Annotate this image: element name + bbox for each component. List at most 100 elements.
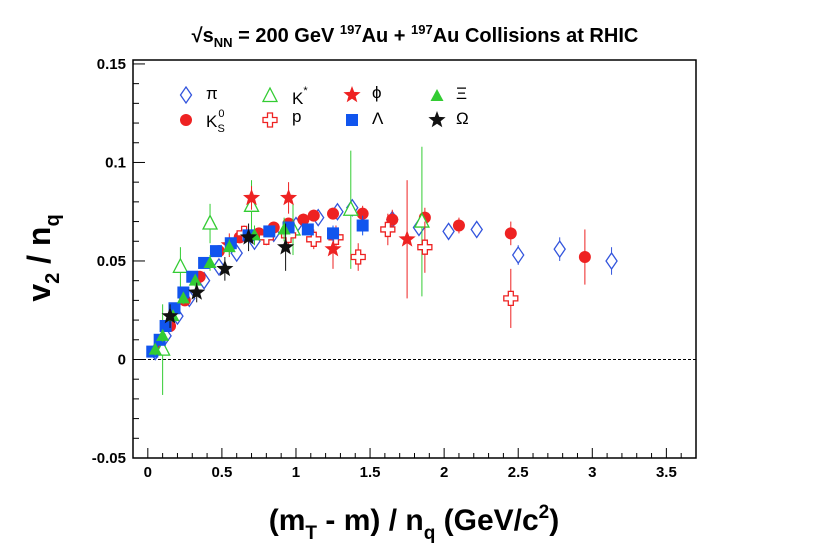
series-Omega: [161, 223, 295, 328]
point-Xi: [176, 291, 190, 304]
xlabel-part2: - m) / n: [317, 504, 424, 537]
legend-marker-p: [262, 112, 278, 128]
legend-label-k0s-main: K: [206, 112, 218, 131]
legend-marker-k0s: [180, 114, 192, 126]
point-Omega: [277, 238, 295, 255]
point-pi: [442, 222, 455, 241]
title-s: s: [203, 25, 214, 47]
y-tick-label: -0.05: [92, 450, 126, 467]
legend-label-k0s: K0 S: [206, 108, 225, 135]
ylabel-mid: / n: [21, 227, 57, 273]
legend-item-phi: ϕ: [343, 83, 382, 103]
legend-label-kstar-sup: *: [303, 85, 308, 97]
point-Xi: [148, 342, 162, 355]
y-tick-label: 0.05: [97, 253, 126, 270]
legend-label-omega: Ω: [456, 109, 469, 128]
x-axis-label: (mT - m) / nq (GeV/c2): [269, 502, 560, 544]
point-pi: [553, 240, 566, 259]
legend-marker-phi: [343, 86, 361, 103]
legend-marker-pi: [179, 85, 193, 105]
ylabel-sub2: q: [42, 214, 64, 226]
point-Kstar: [342, 200, 359, 216]
point-K0S: [307, 209, 320, 222]
y-tick-label: 0: [118, 351, 126, 368]
point-Lambda: [327, 227, 340, 240]
title-mass-number: 197: [340, 22, 362, 37]
point-Lambda: [209, 245, 222, 258]
point-K0S: [578, 251, 591, 264]
ylabel-main: v: [21, 284, 57, 302]
xlabel-sup: 2: [539, 502, 550, 523]
point-Lambda: [263, 225, 276, 238]
legend-item-kstar: K*: [261, 85, 308, 108]
point-p: [503, 290, 519, 307]
legend-symbol-Lambda: [346, 114, 358, 126]
point-Omega: [216, 259, 234, 277]
legend-marker-kstar: [261, 86, 279, 103]
legend-item-p: p: [262, 107, 301, 128]
point-Kstar: [413, 212, 430, 228]
legend-marker-lambda: [346, 114, 358, 126]
axis-ticks: 0 0.5 1 1.5 2 2.5 3 3.5 -0.05 0 0.05 0.1 0.15: [92, 56, 697, 481]
title-element: Au: [362, 25, 389, 47]
legend-symbol-pi: [179, 85, 193, 105]
point-Lambda: [301, 223, 314, 236]
x-tick-label: 3: [588, 464, 596, 481]
legend-label-phi: ϕ: [372, 83, 382, 102]
data-points: [146, 146, 618, 395]
legend-symbol-Kstar: [261, 86, 279, 103]
point-p: [380, 221, 396, 238]
ylabel-sub1: 2: [42, 273, 64, 284]
point-p: [306, 231, 322, 247]
y-tick-label: 0.15: [97, 56, 126, 73]
point-pi: [511, 245, 525, 265]
point-K0S: [327, 207, 340, 220]
legend-symbol-Omega: [428, 111, 446, 128]
title-energy: = 200 GeV: [233, 25, 340, 47]
xlabel-sub2: q: [424, 523, 436, 544]
xlabel-sub1: T: [305, 523, 317, 544]
x-tick-label: 2.5: [508, 464, 529, 481]
point-K0S: [356, 207, 369, 220]
point-phi: [280, 188, 298, 206]
y-axis-label: v2 / nq: [21, 214, 64, 301]
series-K0S: [153, 205, 591, 352]
point-Xi: [156, 328, 170, 341]
legend-symbol-p: [262, 112, 278, 128]
point-K0S: [504, 227, 517, 240]
point-phi: [243, 188, 261, 206]
legend-label-xi: Ξ: [456, 84, 467, 103]
x-tick-label: 1.5: [360, 464, 381, 481]
point-p: [350, 249, 366, 265]
legend-label-p: p: [292, 107, 301, 126]
point-Omega: [188, 283, 206, 300]
legend-item-pi: π: [179, 84, 218, 105]
x-tick-label: 3.5: [656, 464, 677, 481]
point-p: [417, 239, 433, 255]
xlabel-part3: (GeV/c: [435, 504, 538, 537]
legend-symbol-phi: [343, 86, 361, 103]
point-Xi: [203, 255, 217, 268]
legend-item-omega: Ω: [428, 109, 469, 128]
x-tick-label: 1: [292, 464, 300, 481]
legend-marker-omega: [428, 111, 446, 128]
legend-symbol-K0S: [180, 114, 192, 126]
legend-label-lambda: Λ: [372, 109, 384, 128]
xlabel-part4: ): [549, 504, 559, 537]
point-Kstar: [201, 214, 219, 230]
point-pi: [470, 220, 484, 239]
point-Omega: [161, 307, 179, 324]
point-K0S: [452, 219, 465, 232]
point-Omega: [240, 228, 258, 245]
legend-marker-xi: [430, 89, 444, 101]
legend-item-k0s: K0 S: [180, 108, 225, 135]
y-tick-label: 0.1: [105, 154, 126, 171]
svg-text:(mT - m) / nq (GeV/c2): (mT - m) / nq (GeV/c2): [269, 502, 560, 544]
point-Lambda: [356, 219, 369, 232]
x-tick-label: 0: [144, 464, 152, 481]
legend-label-k0s-sub: S: [217, 123, 224, 135]
point-Kstar: [172, 257, 189, 274]
x-tick-label: 0.5: [211, 464, 232, 481]
title-sqrt: √: [192, 25, 204, 47]
